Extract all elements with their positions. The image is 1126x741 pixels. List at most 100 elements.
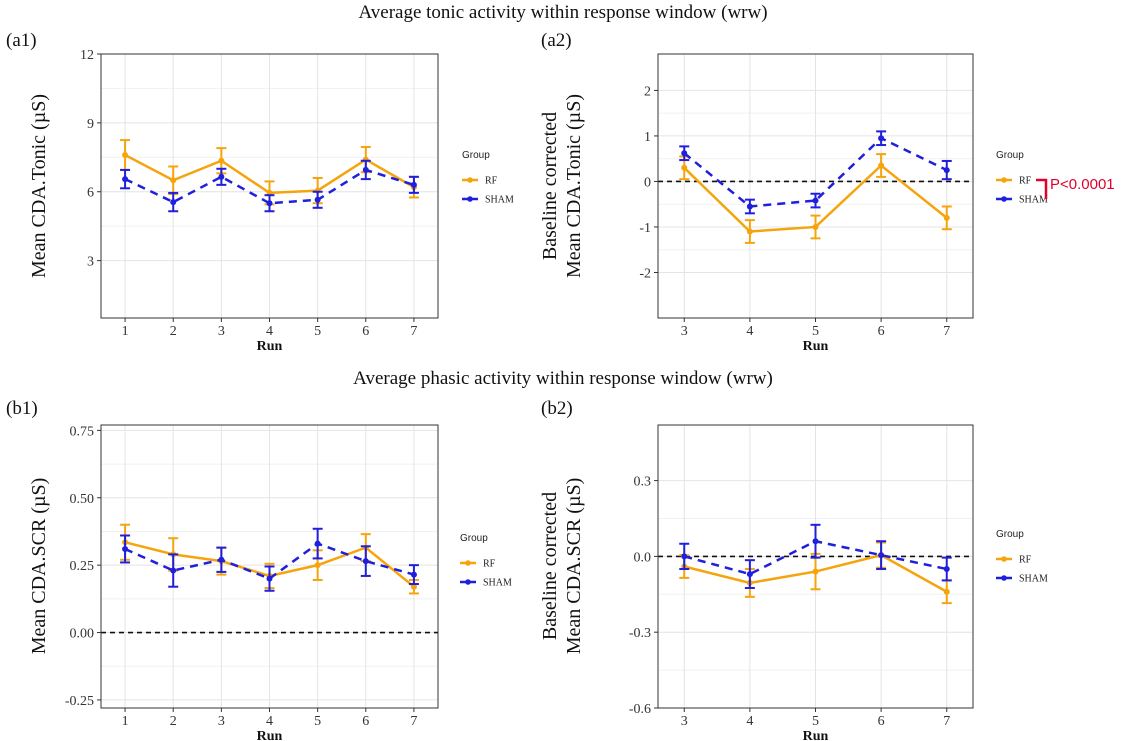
x-tick-label: 6 — [878, 714, 885, 729]
data-point — [812, 197, 819, 204]
data-point — [681, 553, 688, 560]
legend-key-point — [1001, 196, 1007, 202]
panel-label-a1: (a1) — [6, 30, 37, 51]
x-tick-label: 6 — [878, 324, 885, 339]
x-tick-label: 5 — [812, 324, 819, 339]
data-point — [218, 157, 225, 164]
data-point — [746, 571, 753, 578]
significance-label: P<0.0001 — [1050, 176, 1115, 193]
data-point — [170, 199, 177, 206]
x-tick-label: 5 — [314, 714, 321, 729]
panel-label-a2: (a2) — [541, 30, 572, 51]
y-axis-title-line: Mean CDA.SCR (µS) — [563, 478, 585, 655]
data-point — [122, 545, 129, 552]
legend-label: SHAM — [483, 578, 512, 589]
series-line — [683, 136, 948, 208]
x-tick-label: 7 — [943, 324, 950, 339]
data-point — [362, 166, 369, 173]
legend-title: Group — [460, 533, 488, 544]
chart-a2: -2 -1 0 1 2 3 4 5 6 7 Run Baseline corrected Mean CD… — [539, 53, 1115, 354]
x-tick-label: 7 — [410, 324, 417, 339]
x-tick-label: 7 — [410, 714, 417, 729]
legend-key-point — [1001, 177, 1007, 183]
x-tick-label: 1 — [122, 324, 129, 339]
x-tick-label: 4 — [266, 324, 273, 339]
y-tick-label: 0.0 — [634, 550, 652, 565]
series-sham — [120, 527, 419, 592]
x-tick-label: 3 — [681, 714, 688, 729]
y-tick-label: 0.3 — [634, 475, 652, 490]
legend-label: RF — [1019, 176, 1032, 187]
legend-label: SHAM — [1019, 574, 1048, 585]
x-tick-label: 1 — [122, 714, 129, 729]
data-point — [943, 566, 950, 573]
data-point — [681, 164, 688, 171]
x-tick-label: 2 — [170, 714, 177, 729]
data-point — [410, 583, 417, 590]
x-axis-title: Run — [257, 339, 283, 354]
y-axis-title-line: Baseline corrected — [539, 112, 561, 260]
phasic-section-title: Average phasic activity within response … — [353, 368, 773, 389]
data-point — [170, 177, 177, 184]
data-point — [878, 162, 885, 169]
legend: Group RF SHAM — [460, 533, 512, 589]
x-tick-label: 2 — [170, 324, 177, 339]
data-point — [410, 571, 417, 578]
legend-title: Group — [462, 150, 490, 161]
data-point — [266, 200, 273, 207]
y-tick-label: -0.25 — [65, 694, 94, 709]
y-tick-label: 0.25 — [70, 559, 95, 574]
data-point — [170, 567, 177, 574]
y-tick-label: -2 — [639, 266, 651, 281]
legend-key-point — [467, 177, 473, 183]
legend-label: RF — [1019, 555, 1032, 566]
x-axis-title: Run — [257, 729, 283, 741]
series-sham — [679, 523, 952, 589]
data-point — [812, 223, 819, 230]
y-tick-label: 0.00 — [70, 627, 95, 642]
y-axis-title-line: Baseline corrected — [539, 492, 561, 640]
legend-label: SHAM — [1019, 195, 1048, 206]
legend: Group RF SHAM — [996, 529, 1048, 585]
series-sham — [120, 159, 419, 213]
y-tick-label: -0.6 — [629, 702, 651, 717]
legend-key-point — [465, 579, 471, 585]
y-axis-title: Mean CDA.Tonic (µS) — [28, 94, 50, 278]
x-tick-label: 3 — [218, 714, 225, 729]
x-tick-label: 3 — [218, 324, 225, 339]
y-tick-label: -0.3 — [629, 626, 651, 641]
series-sham — [679, 130, 952, 215]
data-point — [878, 552, 885, 559]
y-tick-label: 9 — [87, 117, 94, 132]
x-tick-label: 4 — [746, 324, 753, 339]
legend-title: Group — [996, 150, 1024, 161]
y-axis-title-line: Mean CDA.Tonic (µS) — [563, 94, 585, 278]
x-tick-label: 6 — [362, 714, 369, 729]
data-point — [362, 558, 369, 565]
x-tick-label: 3 — [681, 324, 688, 339]
data-point — [746, 228, 753, 235]
data-point — [122, 152, 129, 159]
panel-label-b2: (b2) — [541, 398, 573, 419]
legend-key-point — [1001, 556, 1007, 562]
legend-label: RF — [485, 176, 498, 187]
chart-b2: -0.6 -0.3 0.0 0.3 3 4 5 6 7 Run Baseline corrected… — [539, 424, 1048, 741]
x-axis-title: Run — [803, 729, 829, 741]
legend-title: Group — [996, 529, 1024, 540]
legend-label: SHAM — [485, 195, 514, 206]
y-axis-title: Mean CDA.SCR (µS) — [28, 478, 50, 655]
data-point — [218, 556, 225, 563]
y-axis-title: Baseline corrected Mean CDA.SCR (µS) — [539, 478, 585, 655]
data-point — [943, 214, 950, 221]
y-tick-label: -1 — [639, 221, 651, 236]
x-tick-label: 6 — [362, 324, 369, 339]
legend-label: RF — [483, 559, 496, 570]
panel-label-b1: (b1) — [6, 398, 38, 419]
data-point — [314, 196, 321, 203]
legend-key-point — [1001, 575, 1007, 581]
data-point — [746, 203, 753, 210]
y-tick-label: 12 — [80, 48, 94, 63]
